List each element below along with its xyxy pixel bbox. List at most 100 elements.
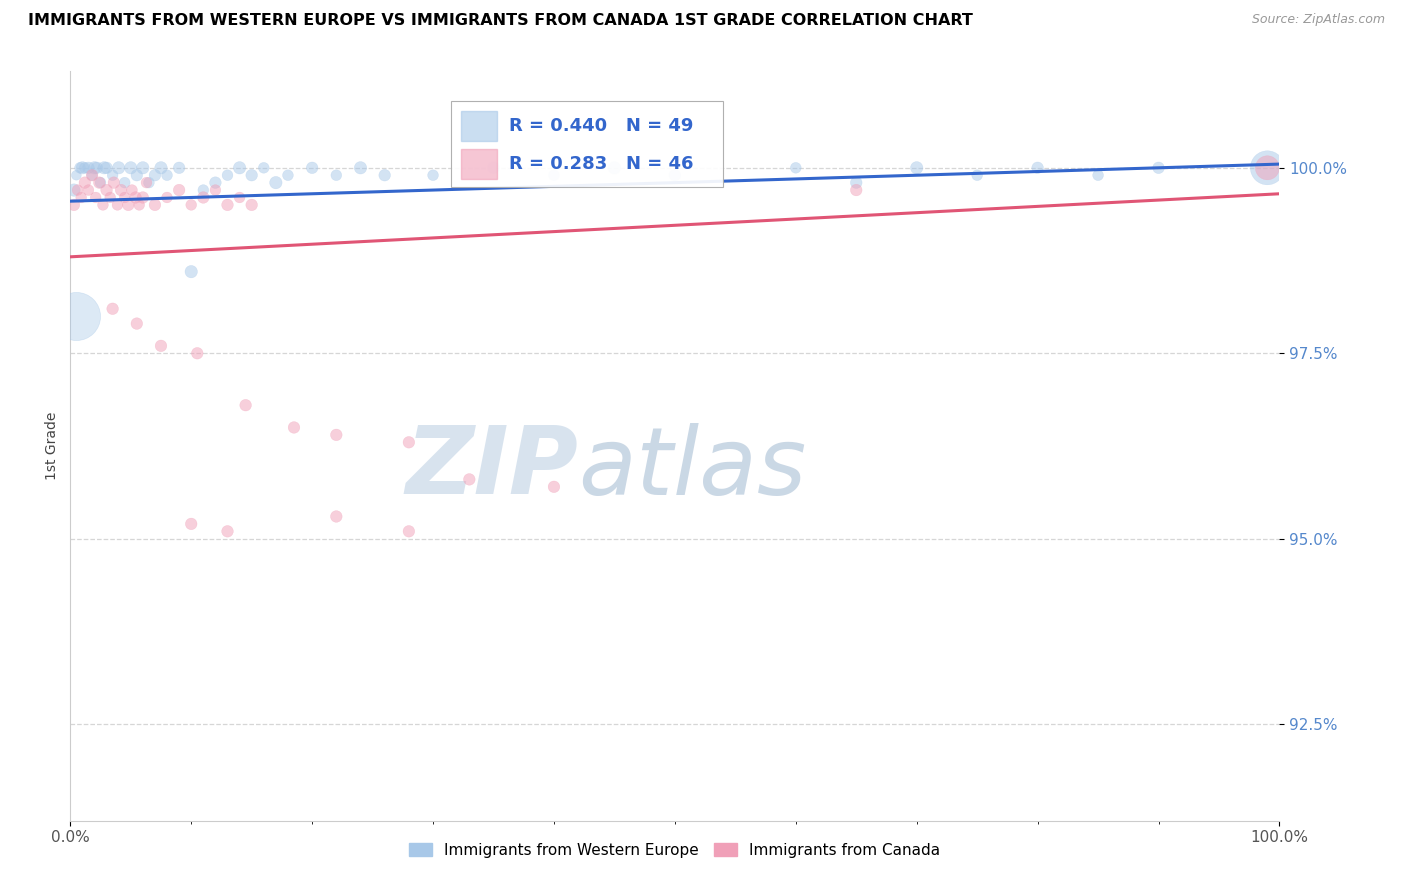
Point xyxy=(1026,161,1049,175)
Point xyxy=(217,524,239,539)
Point xyxy=(1256,161,1278,175)
Point xyxy=(240,168,263,182)
Point xyxy=(103,176,125,190)
Point xyxy=(325,168,347,182)
Point xyxy=(228,161,250,175)
Point xyxy=(283,420,305,434)
Point xyxy=(86,161,108,175)
Point xyxy=(125,168,148,182)
Point xyxy=(186,346,208,360)
Point xyxy=(98,190,121,204)
Point xyxy=(156,190,179,204)
Point xyxy=(458,472,481,486)
Point xyxy=(90,176,111,190)
Point xyxy=(240,198,263,212)
Point xyxy=(65,168,87,182)
Point xyxy=(96,183,118,197)
Point xyxy=(156,168,179,182)
Y-axis label: 1st Grade: 1st Grade xyxy=(45,412,59,480)
Point xyxy=(143,168,166,182)
Point xyxy=(228,190,250,204)
Legend: Immigrants from Western Europe, Immigrants from Canada: Immigrants from Western Europe, Immigran… xyxy=(402,835,948,865)
Point xyxy=(193,190,215,204)
Point xyxy=(398,524,420,539)
Point xyxy=(63,198,86,212)
Point xyxy=(83,161,105,175)
FancyBboxPatch shape xyxy=(451,102,723,187)
Point xyxy=(80,168,103,182)
Point xyxy=(1256,161,1278,175)
Point xyxy=(101,168,124,182)
Point xyxy=(180,198,202,212)
Point xyxy=(124,190,146,204)
Text: R = 0.283   N = 46: R = 0.283 N = 46 xyxy=(509,154,693,172)
Point xyxy=(217,168,239,182)
Point xyxy=(66,183,89,197)
Point xyxy=(70,190,93,204)
Point xyxy=(1147,161,1170,175)
Point xyxy=(132,190,155,204)
Point xyxy=(77,183,100,197)
Point xyxy=(167,183,190,197)
Point xyxy=(325,428,347,442)
Point xyxy=(107,198,129,212)
Point xyxy=(217,198,239,212)
Point xyxy=(114,176,136,190)
Point xyxy=(845,176,868,190)
Point xyxy=(143,198,166,212)
Point xyxy=(253,161,276,175)
Point xyxy=(73,161,96,175)
Bar xyxy=(461,149,498,178)
Point xyxy=(150,339,173,353)
Point xyxy=(117,198,139,212)
Point xyxy=(114,190,136,204)
Point xyxy=(135,176,157,190)
Point xyxy=(264,176,287,190)
Text: R = 0.440   N = 49: R = 0.440 N = 49 xyxy=(509,117,693,135)
Text: Source: ZipAtlas.com: Source: ZipAtlas.com xyxy=(1251,13,1385,27)
Point xyxy=(120,161,142,175)
Point xyxy=(125,317,148,331)
Point xyxy=(543,168,565,182)
Point xyxy=(107,161,129,175)
Point xyxy=(167,161,190,175)
Point xyxy=(325,509,347,524)
Point xyxy=(277,168,299,182)
Point xyxy=(128,198,150,212)
Point xyxy=(180,265,202,279)
Point xyxy=(785,161,807,175)
Point xyxy=(422,168,444,182)
Point xyxy=(89,176,111,190)
Point xyxy=(349,161,371,175)
Point xyxy=(603,161,626,175)
Point xyxy=(1087,168,1109,182)
Point xyxy=(84,190,107,204)
Point xyxy=(65,309,87,323)
Point xyxy=(845,183,868,197)
Text: IMMIGRANTS FROM WESTERN EUROPE VS IMMIGRANTS FROM CANADA 1ST GRADE CORRELATION C: IMMIGRANTS FROM WESTERN EUROPE VS IMMIGR… xyxy=(28,13,973,29)
Point xyxy=(193,183,215,197)
Point xyxy=(966,168,988,182)
Point xyxy=(543,480,565,494)
Point xyxy=(63,183,86,197)
Point xyxy=(138,176,160,190)
Point xyxy=(204,176,226,190)
Point xyxy=(91,198,114,212)
Text: ZIP: ZIP xyxy=(405,423,578,515)
Point xyxy=(101,301,124,316)
Point xyxy=(398,435,420,450)
Point xyxy=(73,176,96,190)
Point xyxy=(204,183,226,197)
Point xyxy=(664,168,686,182)
Point xyxy=(96,161,118,175)
Point xyxy=(132,161,155,175)
Text: atlas: atlas xyxy=(578,423,807,514)
Point xyxy=(482,161,505,175)
Point xyxy=(235,398,257,412)
Point xyxy=(374,168,396,182)
Point xyxy=(69,161,91,175)
Point xyxy=(121,183,143,197)
Point xyxy=(180,516,202,531)
Point xyxy=(72,161,94,175)
Point xyxy=(905,161,928,175)
